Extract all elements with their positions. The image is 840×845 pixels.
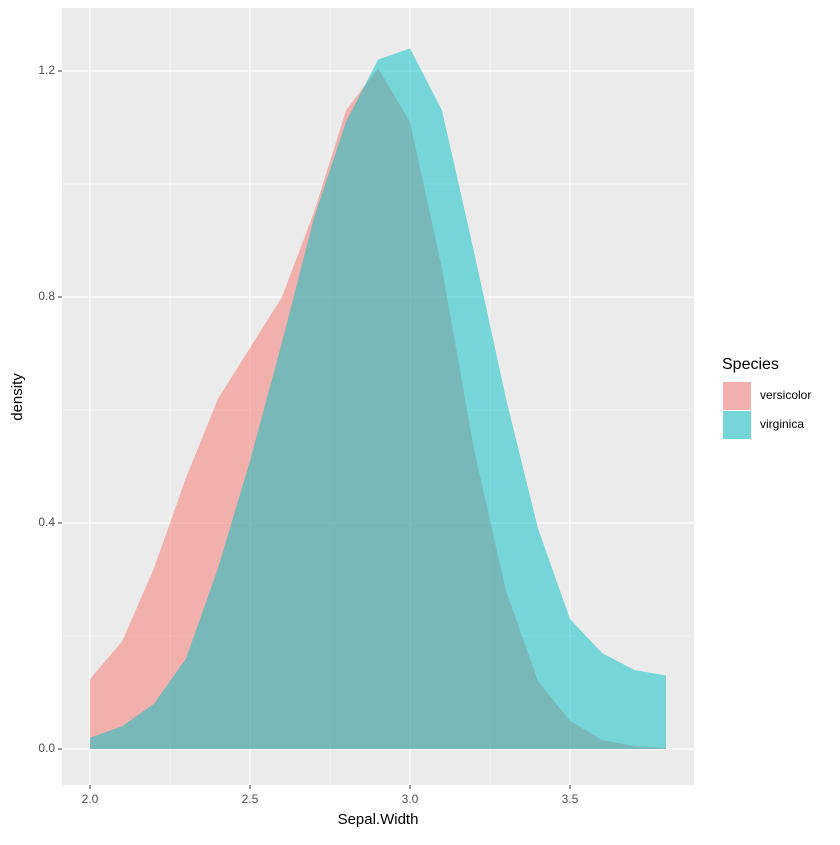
y-axis-label: density [9,373,26,421]
legend-key [723,411,751,439]
x-tick-label: 3.5 [562,792,579,806]
marks [90,48,666,750]
y-tick-label: 0.4 [38,515,55,529]
y-tick-label: 1.2 [38,63,55,77]
y-tick-label: 0.8 [38,289,55,303]
legend-label: virginica [760,417,804,431]
y-tick-label: 0.0 [38,741,55,755]
legend-key [723,382,751,410]
legend-title: Species [722,356,779,373]
density-area [90,48,666,750]
x-tick-label: 3.0 [402,792,419,806]
x-tick-label: 2.5 [242,792,259,806]
x-axis-label: Sepal.Width [338,811,419,828]
legend-label: versicolor [760,388,811,402]
x-tick-label: 2.0 [82,792,99,806]
